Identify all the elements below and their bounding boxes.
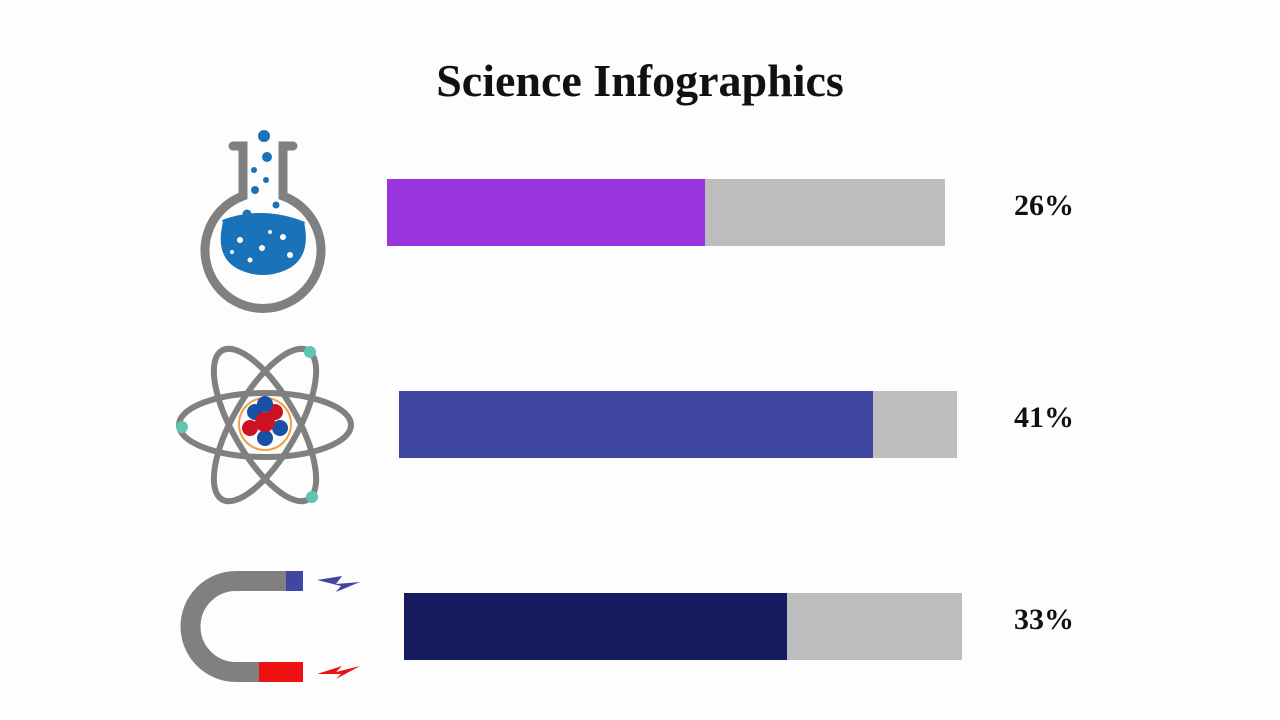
progress-fill	[387, 179, 705, 246]
progress-fill	[399, 391, 873, 458]
percent-label: 33%	[1014, 603, 1074, 636]
progress-track	[404, 593, 962, 660]
atom-nucleus	[176, 346, 318, 503]
magnet-icon	[180, 571, 360, 682]
percent-label: 26%	[1014, 189, 1074, 222]
progress-fill	[404, 593, 787, 660]
flask-icon	[200, 130, 326, 313]
title: Science Infographics	[436, 55, 844, 106]
progress-track	[387, 179, 945, 246]
percent-label: 41%	[1014, 401, 1074, 434]
progress-track	[399, 391, 957, 458]
